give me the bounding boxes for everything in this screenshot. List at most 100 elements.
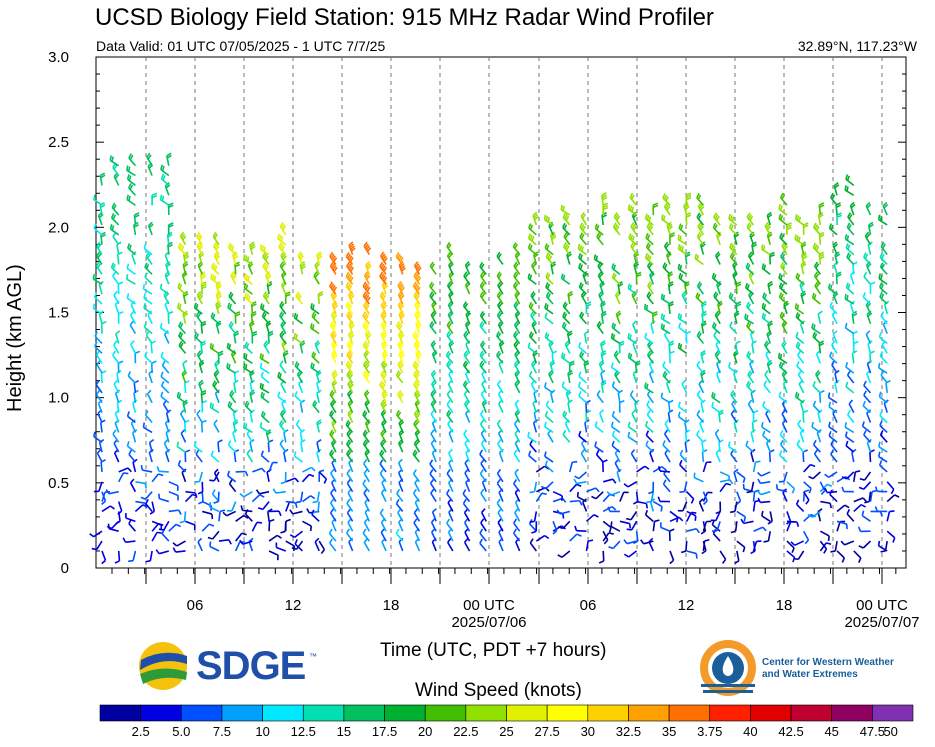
cw3e-logo-icon [700, 640, 756, 696]
colorbar-swatch [872, 704, 914, 722]
wind-barb-shaft [751, 422, 755, 433]
wind-barb-shaft [431, 511, 437, 522]
wind-barb-feather [635, 362, 641, 367]
wind-barb-feather [481, 312, 486, 318]
wind-barb-feather [761, 302, 765, 309]
wind-barb-feather [514, 399, 520, 405]
wind-barb-feather [332, 324, 337, 330]
wind-barb-feather [112, 271, 117, 277]
wind-barb-feather [583, 273, 589, 278]
wind-barb-feather [879, 511, 883, 517]
wind-barb-shaft [836, 550, 845, 559]
wind-barb-shaft [781, 423, 788, 433]
wind-barb-feather [574, 475, 580, 480]
wind-barb-feather [381, 441, 386, 447]
wind-barb-feather [222, 511, 228, 517]
wind-barb-feather [416, 324, 422, 329]
wind-barb-feather [695, 528, 700, 534]
wind-barb-shaft [125, 540, 136, 543]
wind-barb-shaft [836, 521, 841, 532]
wind-barb-feather [265, 294, 270, 300]
wind-barb-feather [580, 352, 585, 358]
wind-barb-shaft [228, 483, 237, 493]
wind-barb-feather [657, 496, 661, 502]
wind-barb-shaft [413, 522, 421, 532]
wind-barb-shaft [578, 346, 587, 354]
wind-barb-shaft [462, 502, 471, 512]
wind-barb-feather [608, 527, 612, 533]
wind-barb-feather [826, 483, 833, 488]
wind-barb-shaft [464, 412, 471, 423]
wind-barb-feather [615, 371, 620, 377]
wind-barb-feather [383, 284, 389, 290]
wind-barb-shaft [811, 426, 821, 434]
wind-barb-feather [416, 393, 421, 399]
wind-barb-shaft [267, 511, 270, 522]
wind-barb-shaft [497, 443, 504, 453]
wind-barb-feather [713, 330, 718, 337]
wind-barb-feather [648, 352, 653, 358]
wind-barb-feather [412, 281, 417, 287]
wind-barb-feather [514, 283, 519, 289]
wind-barb-feather [545, 215, 549, 222]
wind-barb-feather [686, 194, 692, 199]
wind-barb-feather [144, 483, 148, 489]
wind-barb-feather [747, 399, 753, 405]
wind-barb-feather [331, 255, 336, 261]
wind-barb-feather [245, 284, 249, 290]
wind-barb-feather [646, 254, 650, 260]
wind-barb-shaft [832, 413, 838, 423]
wind-barb-feather [562, 353, 566, 359]
wind-barb-shaft [646, 413, 654, 424]
wind-barb-shaft [126, 297, 136, 305]
wind-barb-feather [265, 273, 271, 278]
wind-barb-shaft [627, 436, 638, 443]
wind-barb-shaft [363, 522, 371, 532]
wind-barb-feather [845, 440, 849, 447]
wind-barb-feather [399, 421, 405, 426]
wind-barb-feather [576, 483, 582, 487]
wind-barb-feather [213, 233, 218, 239]
wind-barb-feather [747, 224, 752, 230]
wind-barb-feather [780, 293, 784, 300]
wind-barb-feather [130, 340, 135, 346]
wind-barb-feather [844, 431, 848, 437]
wind-barb-feather [330, 283, 335, 289]
wind-barb-feather [414, 292, 419, 298]
wind-barb-feather [349, 334, 355, 339]
wind-barb-feather [768, 283, 774, 288]
wind-barb-feather [379, 271, 384, 277]
wind-barb-feather [462, 360, 467, 366]
wind-barb-shaft [535, 492, 543, 503]
wind-barb-feather [246, 402, 250, 408]
wind-barb-feather [160, 371, 164, 377]
wind-barb-feather [543, 421, 547, 428]
wind-barb-shaft [302, 520, 312, 527]
wind-barb-shaft [249, 382, 254, 394]
wind-barb-feather [613, 350, 618, 356]
wind-barb-feather [145, 263, 150, 270]
wind-barb-feather [631, 206, 635, 213]
wind-barb-feather [316, 251, 322, 256]
wind-barb-feather [261, 354, 264, 360]
wind-barb-feather [249, 371, 255, 377]
wind-barb-feather [414, 421, 419, 427]
wind-barb-shaft [861, 514, 871, 522]
wind-barb-feather [481, 293, 486, 299]
wind-barb-feather [429, 478, 435, 484]
wind-barb-feather [793, 557, 799, 561]
wind-barb-feather [382, 294, 387, 300]
wind-barb-feather [762, 526, 767, 532]
wind-barb-feather [747, 323, 752, 329]
wind-barb-shaft [862, 425, 871, 434]
wind-barb-feather [299, 255, 305, 260]
wind-barb-feather [600, 342, 606, 347]
wind-barb-feather [512, 330, 518, 336]
wind-barb-feather [812, 242, 817, 248]
wind-barb-feather [216, 282, 222, 288]
wind-barb-feather [836, 273, 842, 278]
wind-barb-feather [615, 310, 621, 315]
wind-barb-feather [813, 271, 819, 277]
wind-barb-feather [166, 152, 172, 157]
wind-barb-feather [300, 342, 306, 347]
